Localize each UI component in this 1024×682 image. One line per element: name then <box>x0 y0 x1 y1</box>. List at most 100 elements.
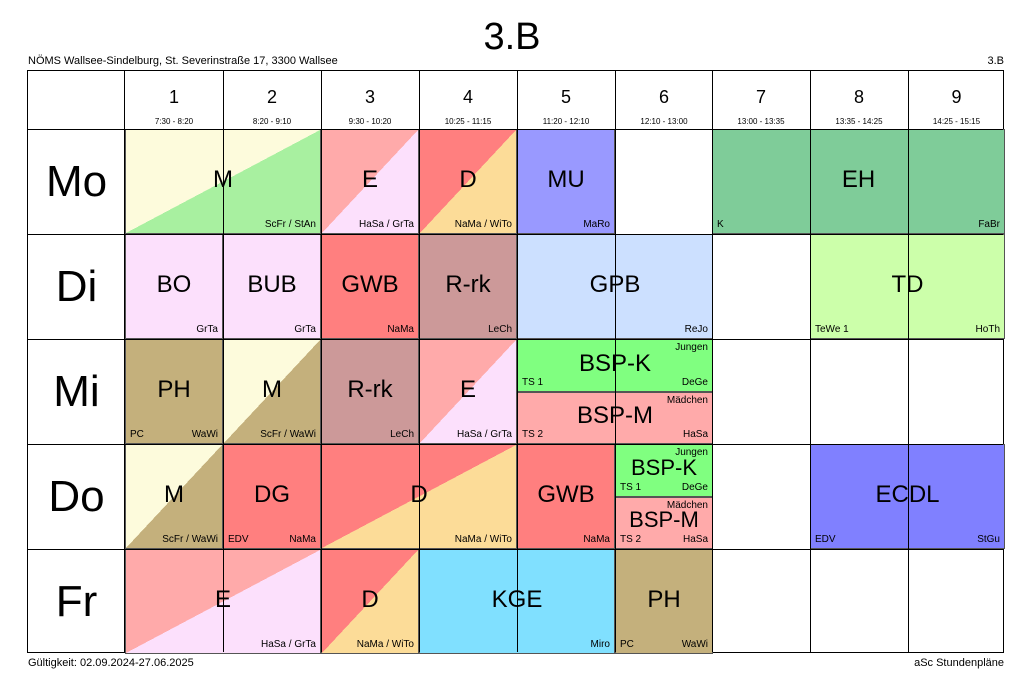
teacher-label: HaSa <box>682 534 708 545</box>
grid-divider <box>517 71 518 652</box>
subject-label: BUB <box>247 270 297 298</box>
room-label: K <box>717 219 724 230</box>
subject-label: E <box>361 165 378 193</box>
grid-divider <box>28 129 1003 130</box>
period-time: 8:20 - 9:10 <box>252 117 292 126</box>
validity-text: Gültigkeit: 02.09.2024-27.06.2025 <box>28 657 194 669</box>
grid-divider <box>908 71 909 652</box>
teacher-label: WaWi <box>191 429 218 440</box>
period-header-8: 8 13:35 - 14:25 <box>810 71 908 129</box>
school-address: NÖMS Wallsee-Sindelburg, St. Severinstra… <box>28 55 338 67</box>
period-time: 14:25 - 15:15 <box>932 117 981 126</box>
period-header-6: 6 12:10 - 13:00 <box>615 71 713 129</box>
subject-label: MU <box>547 165 585 193</box>
subject-label: GWB <box>537 480 595 508</box>
lesson-di-td[interactable]: TD TeWe 1 HoTh <box>810 234 1005 339</box>
group-label: Mädchen <box>666 500 708 511</box>
grid-divider <box>223 71 224 652</box>
day-label-do: Do <box>48 471 105 521</box>
lesson-mo-mu[interactable]: MU MaRo <box>517 129 615 234</box>
lesson-do-ecdl[interactable]: ECDL EDV StGu <box>810 444 1005 549</box>
subject-label: BSP-M <box>576 402 653 429</box>
teacher-label: Miro <box>590 639 610 650</box>
timetable-grid: 1 7:30 - 8:20 2 8:20 - 9:10 3 9:30 - 10:… <box>27 70 1005 654</box>
period-number: 6 <box>658 87 669 107</box>
lesson-do-bsp-m[interactable]: Mädchen BSP-M TS 2 HaSa <box>615 497 713 549</box>
lesson-do-bsp-k[interactable]: Jungen BSP-K TS 1 DeGe <box>615 444 713 497</box>
lesson-mo-d[interactable]: D NaMa / WiTo <box>419 129 517 234</box>
lesson-di-bo[interactable]: BO GrTa <box>125 234 223 339</box>
software-credit: aSc Stundenpläne <box>914 657 1004 669</box>
lesson-mo-e[interactable]: E HaSa / GrTa <box>321 129 419 234</box>
subject-label: BO <box>156 270 192 298</box>
lesson-fr-d[interactable]: D NaMa / WiTo <box>321 549 419 654</box>
room-label: EDV <box>815 534 836 545</box>
subject-label: DG <box>254 480 290 508</box>
subject-label: TD <box>891 270 924 298</box>
day-label-mo: Mo <box>45 156 108 206</box>
lesson-mi-e[interactable]: E HaSa / GrTa <box>419 339 517 444</box>
lesson-mi-m[interactable]: M ScFr / WaWi <box>223 339 321 444</box>
lesson-mo-eh[interactable]: EH K FaBr <box>712 129 1005 234</box>
subject-label: M <box>262 375 282 403</box>
subject-label: BSP-M <box>629 507 699 532</box>
subject-label: D <box>361 585 379 613</box>
room-label: TS 1 <box>522 377 544 388</box>
grid-divider <box>28 549 1003 550</box>
teacher-label: NaMa / WiTo <box>356 639 414 650</box>
teacher-label: HoTh <box>975 324 1000 335</box>
lesson-di-gwb[interactable]: GWB NaMa <box>321 234 419 339</box>
room-label: TS 1 <box>620 482 642 493</box>
lesson-fr-ph[interactable]: PH PC WaWi <box>615 549 713 654</box>
lesson-di-bub[interactable]: BUB GrTa <box>223 234 321 339</box>
teacher-label: HaSa / GrTa <box>456 429 512 440</box>
subject-label: BSP-K <box>630 454 698 480</box>
teacher-label: FaBr <box>978 219 1000 230</box>
teacher-label: DeGe <box>681 377 708 388</box>
period-time: 10:25 - 11:15 <box>444 117 492 126</box>
group-label: Jungen <box>675 342 708 353</box>
teacher-label: HaSa / GrTa <box>358 219 414 230</box>
subject-label: EH <box>841 165 876 193</box>
subject-label: D <box>459 165 477 193</box>
teacher-label: NaMa <box>583 534 610 545</box>
grid-divider <box>28 444 1003 445</box>
teacher-label: GrTa <box>196 324 218 335</box>
period-header-7: 7 13:00 - 13:35 <box>712 71 810 129</box>
class-label: 3.B <box>987 55 1004 67</box>
room-label: PC <box>620 639 634 650</box>
teacher-label: StGu <box>977 534 1000 545</box>
grid-divider <box>615 71 616 652</box>
page-title: 3.B <box>483 16 541 58</box>
group-label: Jungen <box>675 447 708 458</box>
teacher-label: ScFr / WaWi <box>260 429 316 440</box>
teacher-label: MaRo <box>583 219 610 230</box>
subject-label: ECDL <box>875 480 940 508</box>
lesson-mi-ph[interactable]: PH PC WaWi <box>125 339 223 444</box>
grid-divider <box>419 71 420 652</box>
period-time: 13:00 - 13:35 <box>737 117 785 126</box>
lesson-do-gwb[interactable]: GWB NaMa <box>517 444 615 549</box>
subject-label: R-rk <box>347 375 393 403</box>
teacher-label: LeCh <box>488 324 512 335</box>
teacher-label: NaMa <box>289 534 316 545</box>
period-header-4: 4 10:25 - 11:15 <box>419 71 517 129</box>
lesson-do-dg[interactable]: DG EDV NaMa <box>223 444 321 549</box>
room-label: TS 2 <box>620 534 642 545</box>
subject-label: E <box>214 585 231 613</box>
subject-label: PH <box>157 375 191 403</box>
teacher-label: ReJo <box>684 324 708 335</box>
teacher-label: NaMa / WiTo <box>454 534 512 545</box>
teacher-label: ScFr / StAn <box>264 219 316 230</box>
lesson-mi-rrk[interactable]: R-rk LeCh <box>321 339 419 444</box>
period-time: 9:30 - 10:20 <box>348 117 392 126</box>
period-time: 12:10 - 13:00 <box>640 117 688 126</box>
grid-divider <box>712 71 713 652</box>
period-header-2: 2 8:20 - 9:10 <box>223 71 321 129</box>
teacher-label: HaSa / GrTa <box>260 639 316 650</box>
grid-divider <box>28 234 1003 235</box>
subject-label: PH <box>647 585 681 613</box>
lesson-di-rrk[interactable]: R-rk LeCh <box>419 234 517 339</box>
period-number: 3 <box>364 87 375 107</box>
lesson-do-m[interactable]: M ScFr / WaWi <box>125 444 223 549</box>
